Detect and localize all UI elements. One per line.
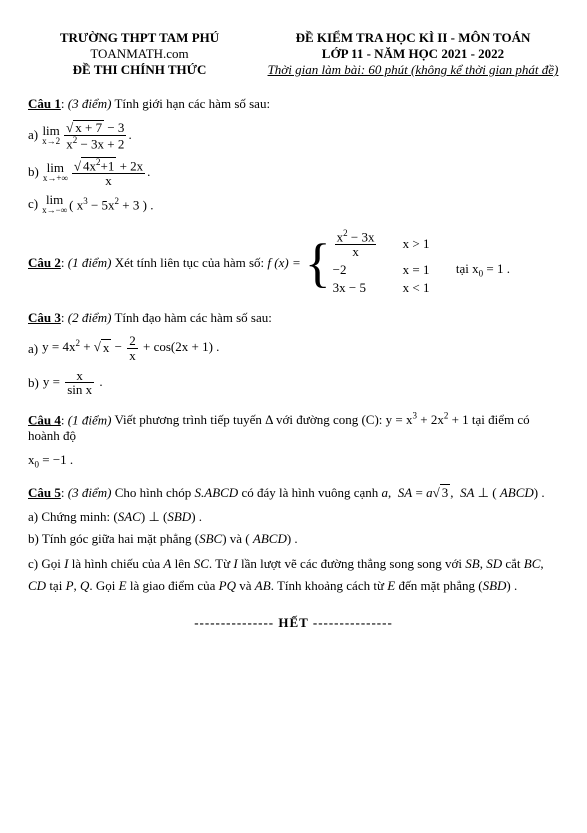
school-name: TRƯỜNG THPT TAM PHÚ xyxy=(28,30,251,46)
q5-points: (3 điểm) xyxy=(68,485,112,500)
exam-time: Thời gian làm bài: 60 phút (không kể thờ… xyxy=(267,62,559,78)
q3-text: Tính đạo hàm các hàm số sau: xyxy=(114,310,271,325)
q1a-label: a) xyxy=(28,127,38,143)
q1-b: b) lim x→+∞ √4x2+1 + 2x x . xyxy=(28,157,559,188)
header-right: ĐỀ KIỂM TRA HỌC KÌ II - MÔN TOÁN LỚP 11 … xyxy=(267,30,559,78)
q3-b: b) y = x sin x . xyxy=(28,369,559,397)
question-5: Câu 5: (3 điểm) Cho hình chóp S.ABCD có … xyxy=(28,484,559,501)
q1-label: Câu 1 xyxy=(28,96,61,111)
header-left: TRƯỜNG THPT TAM PHÚ TOANMATH.com ĐỀ THI … xyxy=(28,30,251,78)
q3-label: Câu 3 xyxy=(28,310,61,325)
q1b-frac: √4x2+1 + 2x x xyxy=(72,157,145,188)
q1a-lim: lim x→2 xyxy=(42,124,60,146)
q3a-label: a) xyxy=(28,341,38,357)
q1c-label: c) xyxy=(28,196,38,212)
site-name: TOANMATH.com xyxy=(28,46,251,62)
q4-points: (1 điểm) xyxy=(68,412,112,427)
q5-label: Câu 5 xyxy=(28,485,61,500)
q1b-lim: lim x→+∞ xyxy=(43,161,68,183)
q1c-expr: ( x3 − 5x2 + 3 ) . xyxy=(69,196,153,213)
q2-text: Xét tính liên tục của hàm số: xyxy=(115,255,264,270)
q5-intro: Cho hình chóp S.ABCD có đáy là hình vuôn… xyxy=(115,485,545,500)
q2-fx: f (x) = xyxy=(267,255,300,270)
q3a-expr: y = 4x2 + √x − 2x + cos(2x + 1) . xyxy=(42,334,219,362)
q3b-expr: y = x sin x . xyxy=(43,369,103,397)
question-1: Câu 1: (3 điểm) Tính giới hạn các hàm số… xyxy=(28,96,559,112)
q1c-lim: lim x→−∞ xyxy=(42,193,67,215)
exam-header: TRƯỜNG THPT TAM PHÚ TOANMATH.com ĐỀ THI … xyxy=(28,30,559,78)
q5-c: c) Gọi I là hình chiếu của A lên SC. Từ … xyxy=(28,553,559,597)
footer-end: --------------- HẾT --------------- xyxy=(28,615,559,631)
q1-points: (3 điểm) xyxy=(68,96,112,111)
question-3: Câu 3: (2 điểm) Tính đạo hàm các hàm số … xyxy=(28,310,559,326)
q4-text-b: x0 = −1 . xyxy=(28,452,559,470)
q3-points: (2 điểm) xyxy=(68,310,112,325)
q2-tail: tại x0 = 1 . xyxy=(453,261,510,279)
q2-points: (1 điểm) xyxy=(68,255,112,270)
q1-c: c) lim x→−∞ ( x3 − 5x2 + 3 ) . xyxy=(28,193,559,215)
official-label: ĐỀ THI CHÍNH THỨC xyxy=(28,62,251,78)
exam-title: ĐỀ KIỂM TRA HỌC KÌ II - MÔN TOÁN xyxy=(267,30,559,46)
class-year: LỚP 11 - NĂM HỌC 2021 - 2022 xyxy=(267,46,559,62)
question-4: Câu 4: (1 điểm) Viết phương trình tiếp t… xyxy=(28,411,559,444)
q1-text: Tính giới hạn các hàm số sau: xyxy=(114,96,270,111)
q1-a: a) lim x→2 √x + 7 − 3 x2 − 3x + 2 . xyxy=(28,120,559,151)
q5-a: a) Chứng minh: (SAC) ⊥ (SBD) . xyxy=(28,509,559,525)
q2-piecewise: { x2 − 3x x x > 1 −2 x = 1 tại x0 = 1 . … xyxy=(305,229,510,296)
q5-b: b) Tính góc giữa hai mặt phẳng (SBC) và … xyxy=(28,531,559,547)
q2-label: Câu 2 xyxy=(28,255,61,270)
q3-a: a) y = 4x2 + √x − 2x + cos(2x + 1) . xyxy=(28,334,559,362)
q1a-frac: √x + 7 − 3 x2 − 3x + 2 xyxy=(64,120,126,151)
q4-label: Câu 4 xyxy=(28,412,61,427)
brace-icon: { xyxy=(305,240,331,286)
question-2: Câu 2: (1 điểm) Xét tính liên tục của hà… xyxy=(28,229,559,296)
q1b-label: b) xyxy=(28,164,39,180)
